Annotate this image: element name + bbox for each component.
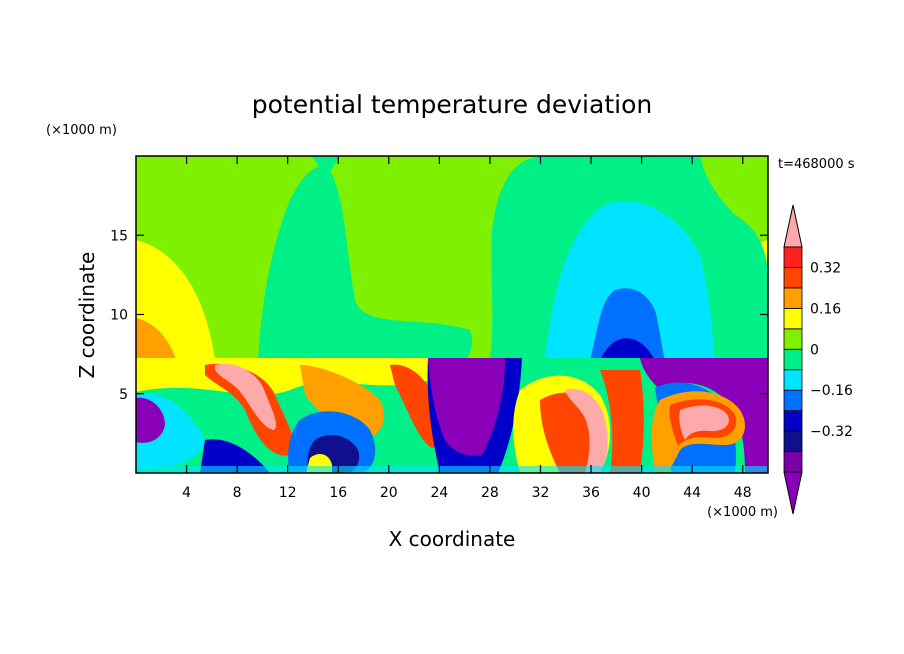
y-axis-ticks: 5 10 15 (110, 228, 768, 403)
x-tick-label: 20 (380, 485, 398, 501)
colorbar-band (783, 328, 803, 350)
x-tick-label: 24 (430, 485, 448, 501)
colorbar-label: 0 (810, 342, 819, 358)
contour-upper-green-left (258, 166, 473, 360)
x-unit-label: (×1000 m) (707, 505, 778, 520)
x-tick-label: 40 (633, 485, 651, 501)
colorbar-band (783, 246, 803, 268)
colorbar-low-extend (783, 471, 803, 515)
colorbar-band (783, 287, 803, 309)
y-tick-label: 10 (110, 308, 128, 324)
time-label: t=468000 s (778, 157, 855, 172)
y-tick-label: 15 (110, 228, 128, 244)
contour-right-purple (640, 358, 768, 473)
x-tick-label: 28 (481, 485, 499, 501)
contour-right-pink (565, 389, 608, 473)
x-axis-label: X coordinate (389, 527, 516, 551)
x-tick-label: 32 (532, 485, 550, 501)
colorbar-label: −0.16 (810, 383, 853, 399)
colorbar-label: 0.32 (810, 260, 841, 276)
x-tick-label: 4 (182, 485, 191, 501)
x-axis-ticks: 4 8 12 16 20 24 28 32 36 40 44 48 (182, 156, 752, 501)
contour-cyan-dome (545, 201, 715, 360)
colorbar-band (783, 307, 803, 330)
colorbar-band (783, 430, 803, 452)
x-tick-label: 36 (582, 485, 600, 501)
x-tick-label: 44 (683, 485, 701, 501)
colorbar-label: −0.32 (810, 424, 853, 440)
y-tick-label: 5 (119, 387, 128, 403)
contour-left-pink (215, 363, 277, 430)
chart-title: potential temperature deviation (252, 90, 652, 119)
contour-purple-block (428, 358, 505, 456)
colorbar-band (783, 410, 803, 432)
colorbar-band (783, 369, 803, 391)
z-unit-label: (×1000 m) (46, 123, 117, 138)
colorbar-band (783, 451, 803, 473)
contour-right-swirl-pink (679, 405, 729, 440)
contour-field (136, 156, 768, 473)
colorbar-band (783, 389, 803, 412)
x-tick-label: 48 (734, 485, 752, 501)
colorbar-label: 0.16 (810, 301, 841, 317)
colorbar-band (783, 348, 803, 371)
colorbar-high-extend (783, 204, 803, 248)
contour-left-purple (136, 397, 165, 443)
x-tick-label: 12 (279, 485, 297, 501)
x-tick-label: 8 (233, 485, 242, 501)
colorbar-band (783, 267, 803, 289)
contour-blue-core (590, 288, 665, 360)
y-axis-label: Z coordinate (75, 252, 99, 379)
colorbar: 0.32 0.16 0 −0.16 −0.32 (783, 204, 853, 515)
x-tick-label: 16 (329, 485, 347, 501)
